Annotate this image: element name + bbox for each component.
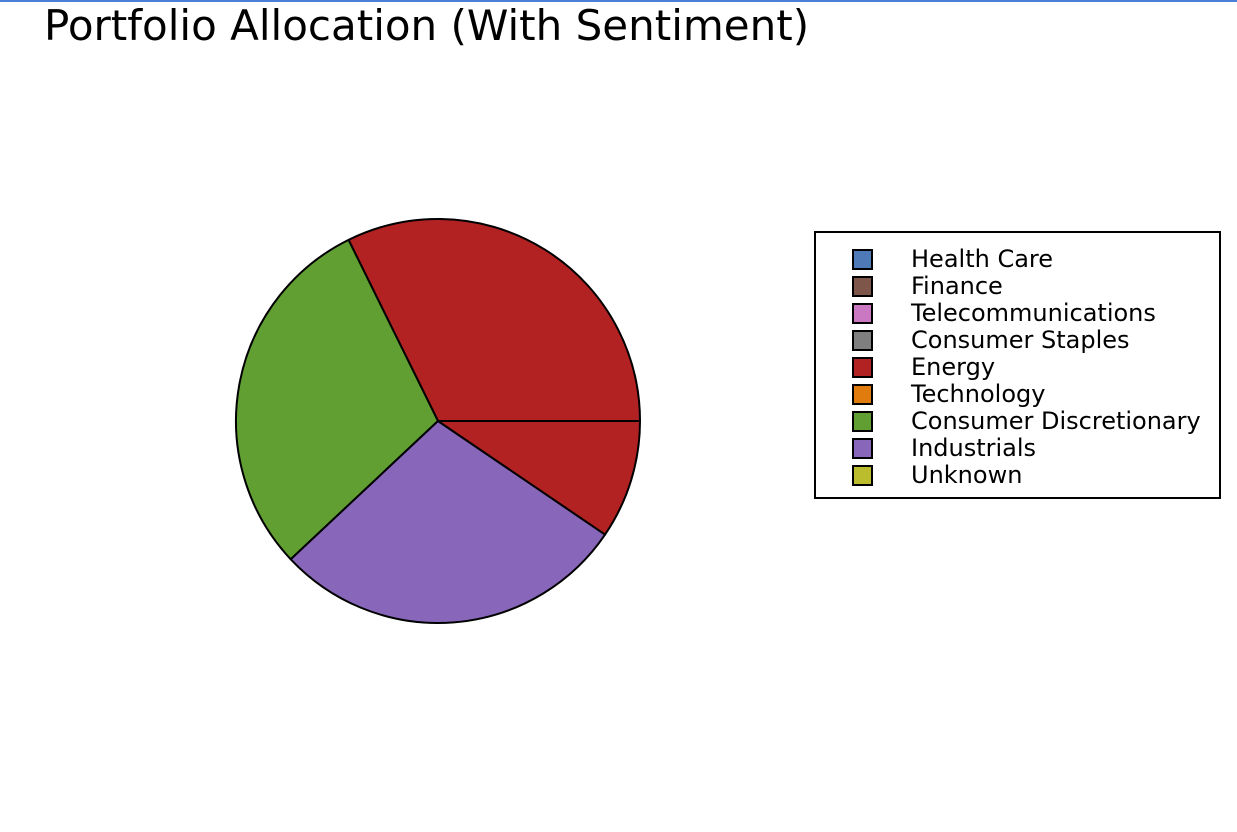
legend-label-unknown: Unknown	[911, 461, 1023, 489]
legend-item-consumer-discretionary: Consumer Discretionary	[852, 408, 1201, 435]
legend-item-consumer-staples: Consumer Staples	[852, 327, 1130, 354]
top-accent-line	[0, 0, 1237, 2]
legend-item-telecommunications: Telecommunications	[852, 300, 1156, 327]
pie-slice-energy-4	[437, 420, 641, 536]
legend-item-unknown: Unknown	[852, 462, 1022, 489]
legend-item-health-care: Health Care	[852, 246, 1053, 273]
legend-swatch-health-care	[852, 249, 873, 270]
legend-label-consumer-discretionary: Consumer Discretionary	[911, 407, 1201, 435]
legend-label-energy: Energy	[911, 353, 996, 381]
legend-label-health-care: Health Care	[911, 245, 1054, 273]
legend-label-technology: Technology	[911, 380, 1046, 408]
legend-swatch-industrials	[852, 438, 873, 459]
legend-item-technology: Technology	[852, 381, 1045, 408]
chart-title: Portfolio Allocation (With Sentiment)	[44, 1, 810, 50]
legend-item-energy: Energy	[852, 354, 995, 381]
chart-legend: Health Care Finance Telecommunications Cons…	[814, 231, 1221, 499]
legend-label-finance: Finance	[911, 272, 1003, 300]
legend-swatch-finance	[852, 276, 873, 297]
pie-slice-industrials-3	[289, 420, 607, 624]
legend-swatch-consumer-staples	[852, 330, 873, 351]
legend-swatch-telecommunications	[852, 303, 873, 324]
legend-swatch-unknown	[852, 465, 873, 486]
pie-slice-energy-1	[347, 218, 641, 422]
legend-label-industrials: Industrials	[911, 434, 1037, 462]
legend-label-telecommunications: Telecommunications	[911, 299, 1156, 327]
legend-swatch-consumer-discretionary	[852, 411, 873, 432]
legend-swatch-energy	[852, 357, 873, 378]
legend-item-finance: Finance	[852, 273, 1003, 300]
legend-item-industrials: Industrials	[852, 435, 1036, 462]
legend-swatch-technology	[852, 384, 873, 405]
pie-slice-consumer-discretionary-2	[235, 238, 439, 561]
legend-label-consumer-staples: Consumer Staples	[911, 326, 1130, 354]
